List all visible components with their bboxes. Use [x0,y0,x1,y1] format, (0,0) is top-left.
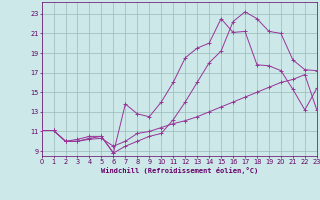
X-axis label: Windchill (Refroidissement éolien,°C): Windchill (Refroidissement éolien,°C) [100,167,258,174]
